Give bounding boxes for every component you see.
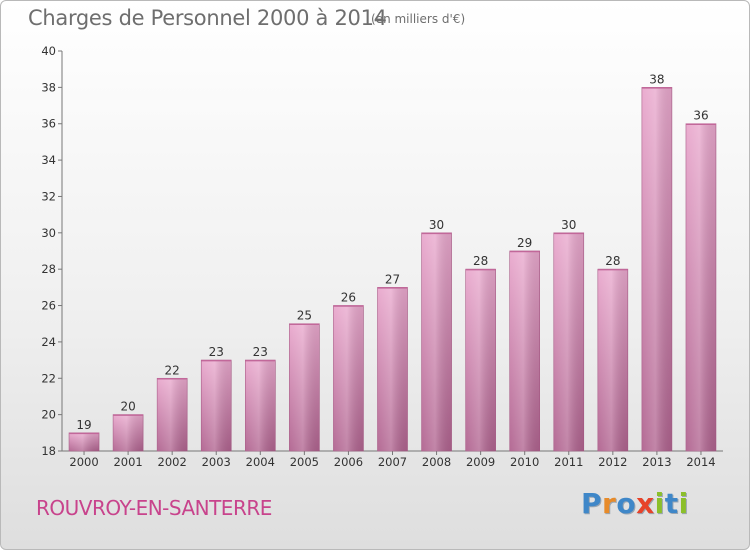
y-tick-label: 22 — [41, 371, 56, 385]
y-tick-label: 26 — [41, 299, 56, 313]
logo-letter: r — [602, 487, 617, 520]
bar-shine — [245, 360, 276, 451]
logo-letter: i — [654, 487, 665, 520]
x-tick-label: 2010 — [510, 455, 539, 469]
x-tick-label: 2011 — [554, 455, 583, 469]
bar-shine — [421, 232, 452, 451]
x-tick-label: 2000 — [69, 455, 98, 469]
data-label: 30 — [429, 218, 444, 232]
y-axis: 18 20 22 24 26 28 30 32 34 36 38 40 — [41, 44, 63, 458]
bar-shine — [201, 360, 232, 451]
data-label: 27 — [385, 272, 400, 286]
logo-letter: o — [616, 487, 637, 520]
y-tick-label: 32 — [41, 189, 56, 203]
bar-shine — [641, 87, 672, 451]
y-tick-label: 40 — [41, 44, 56, 58]
x-tick-label: 2014 — [686, 455, 715, 469]
data-label: 28 — [473, 254, 488, 268]
y-tick-label: 38 — [41, 80, 56, 94]
data-label: 23 — [253, 345, 268, 359]
logo-letter: P — [581, 487, 603, 520]
x-tick-label: 2009 — [466, 455, 495, 469]
data-label: 38 — [649, 72, 664, 86]
x-tick-label: 2013 — [642, 455, 671, 469]
x-tick-label: 2003 — [202, 455, 231, 469]
data-label: 30 — [561, 218, 576, 232]
y-tick-label: 28 — [41, 262, 56, 276]
x-tick-label: 2006 — [334, 455, 363, 469]
x-tick-label: 2004 — [246, 455, 275, 469]
y-tick-label: 20 — [41, 408, 56, 422]
logo-letter: t — [664, 487, 679, 520]
data-label: 25 — [297, 309, 312, 323]
y-tick-label: 34 — [41, 153, 56, 167]
logo-letter: x — [636, 487, 655, 520]
bar-shine — [157, 378, 188, 451]
chart-title: Charges de Personnel 2000 à 2014 — [28, 6, 387, 30]
bar-shine — [289, 323, 320, 451]
bars — [68, 87, 717, 452]
bar-shine — [509, 251, 540, 451]
unit-note: (en milliers d'€) — [371, 12, 466, 26]
x-tick-label: 2001 — [113, 455, 142, 469]
data-labels: 19 20 22 23 23 25 26 27 30 28 29 30 28 38 36 — [76, 72, 708, 431]
logo-letter: i — [678, 487, 689, 520]
y-tick-label: 18 — [41, 444, 56, 458]
bar-shine — [597, 269, 628, 451]
data-label: 22 — [165, 363, 180, 377]
bar-shine — [69, 432, 100, 451]
data-label: 26 — [341, 291, 356, 305]
data-label: 28 — [605, 254, 620, 268]
x-tick-label: 2008 — [422, 455, 451, 469]
data-label: 36 — [693, 109, 708, 123]
data-label: 20 — [120, 400, 135, 414]
x-tick-label: 2007 — [378, 455, 407, 469]
bar-shine — [113, 414, 144, 451]
y-tick-label: 36 — [41, 117, 56, 131]
bar-shine — [377, 287, 408, 451]
commune-name: ROUVROY-EN-SANTERRE — [36, 496, 272, 520]
proxiti-logo[interactable]: Proxiti — [581, 487, 689, 520]
bar-shine — [333, 305, 364, 451]
data-label: 23 — [209, 345, 224, 359]
y-tick-label: 30 — [41, 226, 56, 240]
data-label: 19 — [76, 418, 91, 432]
bar-shine — [465, 269, 496, 451]
x-tick-label: 2002 — [158, 455, 187, 469]
x-tick-label: 2005 — [290, 455, 319, 469]
bar-shine — [553, 232, 584, 451]
y-tick-label: 24 — [41, 335, 56, 349]
x-axis: 2000 2001 2002 2003 2004 2005 2006 2007 2008 2009… — [62, 450, 723, 469]
data-label: 29 — [517, 236, 532, 250]
x-tick-label: 2012 — [598, 455, 627, 469]
bar-shine — [685, 123, 716, 452]
